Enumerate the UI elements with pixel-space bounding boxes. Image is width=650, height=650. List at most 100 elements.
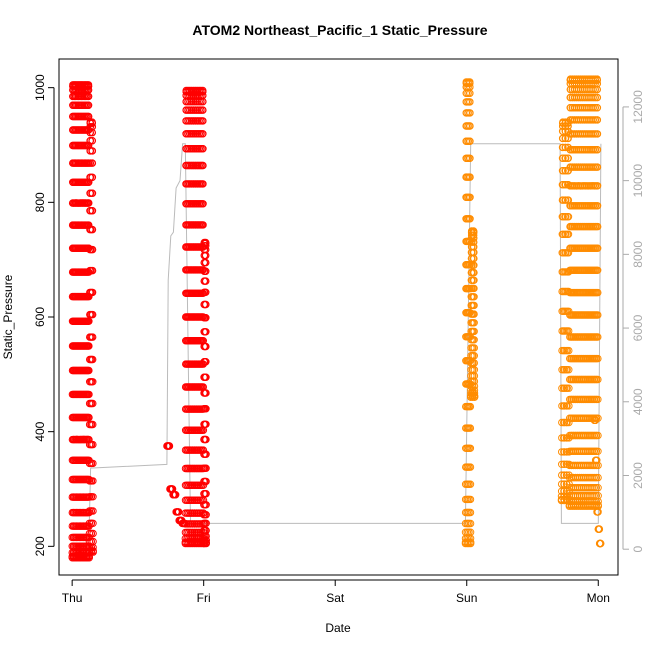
data-point	[199, 481, 208, 489]
data-point	[202, 300, 210, 309]
data-point	[89, 355, 97, 364]
data-point	[591, 416, 600, 424]
y-axis-label: Static_Pressure	[1, 274, 15, 359]
data-point	[88, 288, 97, 297]
data-point	[172, 491, 180, 499]
data-point	[467, 539, 475, 548]
data-point	[594, 222, 602, 231]
data-point	[199, 88, 207, 96]
data-point	[564, 249, 573, 257]
data-point	[89, 440, 97, 449]
chart-axes: Thu Fri Sat Sun Mon2004006008001000020004000…	[33, 74, 645, 605]
data-point	[562, 154, 570, 162]
data-point	[202, 526, 210, 535]
data-point	[89, 507, 97, 515]
data-point	[594, 354, 602, 363]
y2-tick-label: 4000	[631, 388, 645, 415]
y2-tick-label: 6000	[631, 314, 645, 341]
data-point	[593, 85, 601, 94]
data-point	[470, 231, 478, 239]
data-point	[565, 346, 573, 355]
data-point	[466, 495, 475, 504]
data-point	[85, 141, 93, 150]
data-point	[466, 444, 475, 452]
data-point	[88, 266, 97, 275]
data-point	[470, 336, 478, 344]
data-point	[165, 442, 174, 450]
data-point	[593, 104, 602, 112]
data-point	[202, 435, 210, 444]
data-point	[88, 159, 97, 167]
data-point	[470, 284, 478, 293]
data-point	[199, 106, 207, 114]
data-point	[89, 477, 97, 485]
data-point	[594, 473, 602, 482]
data-point	[202, 405, 210, 413]
data-point	[202, 258, 210, 267]
data-point	[88, 137, 97, 145]
data-point	[199, 200, 207, 208]
data-point	[594, 288, 602, 297]
data-point	[89, 420, 97, 429]
data-point	[202, 511, 210, 519]
data-point	[466, 89, 474, 97]
data-point	[466, 79, 474, 87]
data-point	[84, 82, 93, 90]
data-point	[593, 163, 602, 171]
data-point	[593, 93, 602, 102]
data-point	[89, 493, 97, 501]
data-point	[202, 288, 210, 296]
data-point	[470, 352, 478, 360]
data-point	[199, 97, 207, 106]
data-point	[89, 333, 97, 341]
data-point	[202, 501, 210, 509]
data-point	[466, 98, 474, 106]
data-point	[202, 242, 210, 250]
data-point	[202, 450, 210, 458]
data-point	[594, 266, 602, 274]
data-point	[564, 213, 573, 221]
data-point	[466, 463, 475, 471]
y-tick-label: 600	[33, 307, 47, 327]
data-point	[466, 424, 475, 432]
data-point	[202, 464, 210, 472]
chart-marks	[68, 75, 605, 562]
data-point	[202, 389, 210, 397]
data-point	[558, 471, 566, 479]
data-point	[466, 154, 474, 163]
data-point	[202, 342, 210, 351]
data-point	[470, 276, 478, 284]
y-tick-label: 1000	[33, 74, 47, 101]
data-point	[466, 193, 474, 202]
data-point	[593, 130, 602, 138]
x-tick-label: Mon	[587, 591, 610, 605]
data-point	[470, 393, 479, 401]
data-point	[202, 314, 210, 322]
data-point	[88, 189, 97, 197]
data-point	[594, 447, 602, 455]
data-point	[199, 117, 207, 125]
data-point	[202, 251, 210, 260]
data-point	[85, 390, 93, 399]
chart-title: ATOM2 Northeast_Pacific_1 Static_Pressur…	[192, 22, 487, 38]
data-point	[199, 221, 207, 229]
data-point	[202, 539, 211, 548]
x-tick-label: Thu	[62, 591, 83, 605]
series-line-0	[72, 143, 602, 524]
data-point	[85, 533, 93, 542]
data-point	[88, 123, 97, 131]
data-point	[470, 382, 479, 390]
data-point	[558, 460, 566, 468]
data-point	[202, 420, 210, 428]
data-point	[593, 202, 602, 210]
data-point	[202, 536, 211, 544]
x-axis-label: Date	[325, 621, 351, 635]
data-point	[89, 519, 97, 527]
x-tick-label: Sat	[326, 591, 345, 605]
data-point	[466, 122, 474, 130]
data-point	[466, 402, 475, 411]
data-point	[88, 245, 97, 254]
data-point	[594, 244, 602, 252]
data-point	[85, 413, 93, 422]
